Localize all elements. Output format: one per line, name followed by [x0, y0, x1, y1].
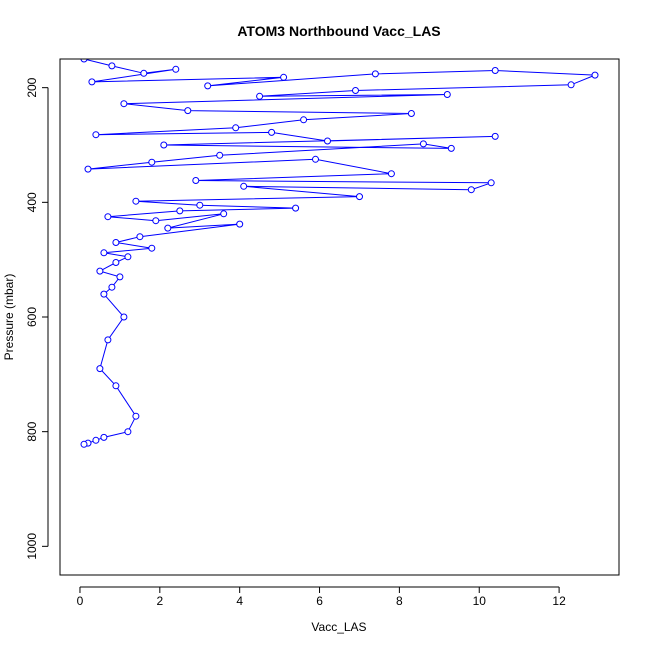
data-point: [104, 336, 112, 344]
data-point: [176, 207, 184, 215]
data-point: [419, 140, 427, 148]
data-point: [236, 220, 244, 228]
data-point: [148, 244, 156, 252]
data-point: [192, 177, 200, 184]
data-point: [487, 179, 495, 187]
data-point: [467, 186, 475, 194]
data-point: [220, 210, 228, 218]
data-point: [108, 283, 116, 291]
x-tick-label: 2: [156, 594, 163, 608]
plot-area: [80, 59, 599, 448]
data-point: [124, 253, 132, 261]
data-point: [356, 193, 363, 201]
data-point: [80, 440, 88, 448]
data-point: [88, 78, 96, 86]
x-tick-label: 12: [552, 594, 566, 608]
data-point: [268, 128, 276, 136]
data-point: [116, 273, 124, 281]
data-point: [108, 62, 116, 70]
data-point: [100, 249, 108, 257]
data-point: [164, 224, 172, 232]
data-point: [292, 204, 300, 212]
y-axis: 200 400 600 800 1000: [25, 77, 49, 560]
data-point: [300, 116, 308, 124]
data-point: [136, 233, 144, 241]
data-point: [140, 69, 148, 77]
data-point: [112, 382, 120, 390]
data-point: [120, 100, 128, 108]
x-tick-label: 4: [236, 594, 243, 608]
data-point: [591, 71, 599, 79]
data-point: [443, 91, 451, 98]
y-tick-label: 400: [25, 192, 39, 212]
data-point: [324, 137, 331, 145]
data-point: [160, 141, 168, 149]
data-point: [256, 92, 264, 100]
data-point: [104, 213, 112, 221]
x-tick-label: 10: [473, 594, 487, 608]
data-point: [148, 158, 156, 166]
y-tick-label: 800: [25, 421, 39, 441]
series-line: [83, 59, 596, 445]
x-tick-label: 6: [316, 594, 323, 608]
y-tick-label: 600: [25, 307, 39, 327]
data-point: [92, 131, 100, 139]
data-point: [112, 259, 120, 266]
data-point: [100, 290, 108, 298]
data-point: [240, 182, 248, 190]
data-point: [152, 217, 160, 225]
data-point: [216, 151, 224, 159]
data-point: [96, 267, 104, 275]
data-point: [100, 433, 108, 441]
data-point: [80, 59, 88, 63]
y-axis-label: Pressure (mbar): [2, 274, 16, 361]
data-point: [491, 132, 499, 140]
data-point: [196, 201, 204, 209]
x-tick-label: 8: [396, 594, 403, 608]
data-point: [491, 67, 499, 74]
data-point: [280, 73, 288, 81]
data-point: [132, 412, 140, 420]
data-point: [84, 165, 92, 173]
data-point: [567, 81, 575, 89]
y-tick-label: 1000: [25, 533, 39, 560]
data-point: [232, 124, 240, 132]
x-axis-label: Vacc_LAS: [311, 620, 366, 634]
data-point: [312, 155, 319, 163]
plot-frame: [59, 58, 620, 576]
data-point: [120, 313, 128, 321]
data-point: [92, 436, 100, 444]
data-point: [371, 70, 379, 78]
x-axis: 0 2 4 6 8 10 12: [77, 586, 566, 608]
data-point: [124, 428, 132, 436]
y-tick-label: 200: [25, 77, 39, 97]
data-point: [447, 144, 455, 152]
data-point: [204, 82, 212, 90]
data-point: [172, 65, 180, 73]
data-point: [184, 107, 192, 115]
data-point: [96, 365, 104, 373]
data-point: [352, 87, 359, 94]
data-point: [407, 110, 415, 117]
data-point: [387, 170, 395, 178]
x-tick-label: 0: [77, 594, 84, 608]
chart-title: ATOM3 Northbound Vacc_LAS: [237, 23, 440, 39]
data-point: [132, 197, 140, 205]
data-point: [112, 239, 120, 246]
